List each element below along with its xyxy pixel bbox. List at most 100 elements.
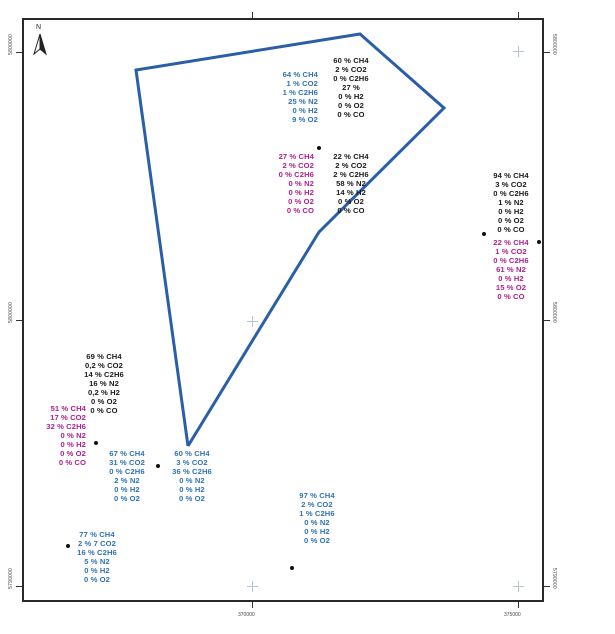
gas-value: 58 % N2 — [336, 179, 366, 188]
frame-tick — [544, 586, 550, 587]
gas-value: 0 % C2H6 — [333, 74, 369, 83]
gas-value: 1 % CO2 — [495, 247, 527, 256]
gas-value: 0 % H2 — [304, 527, 330, 536]
gas-value: 0 % H2 — [60, 440, 86, 449]
gas-value: 2 % CO2 — [282, 161, 314, 170]
sample-point[interactable] — [94, 441, 98, 445]
gas-value: 22 % CH4 — [493, 238, 529, 247]
gas-value: 0 % N2 — [304, 518, 330, 527]
boundary-line — [134, 32, 447, 447]
gas-value: 32 % C2H6 — [46, 422, 86, 431]
gas-value: 0 % CO — [337, 110, 365, 119]
sample-label: 60 % CH4 2 % CO2 0 % C2H6 27 % 0 % H2 0 % O2 0… — [318, 56, 384, 119]
sample-label: 97 % CH4 2 % CO2 1 % C2H6 0 % N2 0 % H2 0 % O… — [286, 491, 348, 545]
gas-value: 0 % C2H6 — [278, 170, 314, 179]
grid-cross — [513, 46, 524, 57]
gas-value: 0 % O2 — [338, 197, 364, 206]
gas-value: 0,2 % H2 — [87, 388, 121, 397]
gas-value: 0 % H2 — [114, 485, 140, 494]
frame-tick — [16, 320, 22, 321]
gas-value: 3 % CO2 — [176, 458, 208, 467]
gas-value: 36 % C2H6 — [172, 467, 212, 476]
sample-point[interactable] — [317, 146, 321, 150]
gas-value: 0 % O2 — [91, 397, 117, 406]
gas-value: 0 % O2 — [179, 494, 205, 503]
sample-point[interactable] — [537, 240, 541, 244]
coord-label-bottom: 370000 — [238, 612, 255, 618]
gas-value: 1 % C2H6 — [299, 509, 335, 518]
gas-value: 69 % CH4 — [86, 352, 122, 361]
gas-value: 2 % CO2 — [335, 161, 367, 170]
gas-value: 0 % H2 — [498, 207, 524, 216]
gas-value: 1 % C2H6 — [282, 88, 318, 97]
grid-cross — [513, 581, 524, 592]
gas-value: 94 % CH4 — [493, 171, 529, 180]
gas-value: 51 % CH4 — [50, 404, 86, 413]
gas-value: 17 % CO2 — [50, 413, 86, 422]
gas-value: 0 % O2 — [304, 536, 330, 545]
sample-label: 69 % CH4 0,2 % CO2 14 % C2H6 16 % N2 0,2 % H… — [72, 352, 136, 415]
coord-label-right: 5800000 — [551, 34, 557, 55]
sample-point[interactable] — [156, 464, 160, 468]
gas-value: 60 % CH4 — [333, 56, 369, 65]
gas-value: 0 % CO — [497, 225, 525, 234]
gas-value: 16 % C2H6 — [77, 548, 117, 557]
frame-tick — [544, 320, 550, 321]
gas-value: 2 % N2 — [114, 476, 140, 485]
sample-point[interactable] — [66, 544, 70, 548]
sample-label: 22 % CH4 2 % CO2 2 % C2H6 58 % N2 14 % H2 0 %… — [318, 152, 384, 215]
sample-point[interactable] — [482, 232, 486, 236]
coord-label-bottom: 375000 — [504, 612, 521, 618]
frame-tick — [518, 602, 519, 608]
gas-value: 0 % O2 — [338, 101, 364, 110]
gas-value: 15 % O2 — [495, 283, 527, 292]
gas-value: 0 % CO — [58, 458, 86, 467]
gas-value: 27 % CH4 — [278, 152, 314, 161]
gas-value: 1 % CO2 — [286, 79, 318, 88]
sample-label: 64 % CH4 1 % CO2 1 % C2H6 25 % N2 0 % H2 9 % … — [258, 70, 318, 124]
gas-value: 1 % N2 — [498, 198, 524, 207]
gas-value: 25 % N2 — [288, 97, 318, 106]
gas-value: 3 % CO2 — [495, 180, 527, 189]
gas-value: 14 % C2H6 — [84, 370, 124, 379]
gas-value: 0 % C2H6 — [109, 467, 145, 476]
frame-tick — [252, 12, 253, 18]
gas-value: 60 % CH4 — [174, 449, 210, 458]
gas-value: 0 % H2 — [179, 485, 205, 494]
gas-value: 97 % CH4 — [299, 491, 335, 500]
gas-value: 0 % C2H6 — [493, 189, 529, 198]
gas-value: 0 % CO — [497, 292, 525, 301]
frame-tick — [16, 52, 22, 53]
gas-value: 0 % H2 — [338, 92, 364, 101]
gas-value: 0 % CO — [90, 406, 118, 415]
gas-value: 0 % O2 — [288, 197, 314, 206]
frame-tick — [252, 602, 253, 608]
gas-value: 0 % N2 — [179, 476, 205, 485]
sample-point[interactable] — [290, 566, 294, 570]
gas-value: 61 % N2 — [496, 265, 526, 274]
sample-label: 67 % CH4 31 % CO2 0 % C2H6 2 % N2 0 % H2 0 % … — [96, 449, 158, 503]
gas-value: 67 % CH4 — [109, 449, 145, 458]
gas-value: 0 % CO — [337, 206, 365, 215]
sample-label: 51 % CH4 17 % CO2 32 % C2H6 0 % N2 0 % H2 0 %… — [26, 404, 86, 467]
gas-value: 27 % — [342, 83, 360, 92]
gas-value: 0 % O2 — [498, 216, 524, 225]
gas-value: 0 % N2 — [288, 179, 314, 188]
frame-tick — [16, 586, 22, 587]
gas-value: 0 % H2 — [288, 188, 314, 197]
coord-label-right: 5800000 — [551, 302, 557, 323]
sample-label: 27 % CH4 2 % CO2 0 % C2H6 0 % N2 0 % H2 0 % O… — [254, 152, 314, 215]
gas-value: 2 % C2H6 — [333, 170, 369, 179]
gas-value: 16 % N2 — [89, 379, 119, 388]
gas-value: 0 % CO — [286, 206, 314, 215]
map-frame — [22, 18, 544, 602]
sample-label: 60 % CH4 3 % CO2 36 % C2H6 0 % N2 0 % H2 0 % … — [161, 449, 223, 503]
gas-value: 0 % O2 — [114, 494, 140, 503]
coord-label-right: 5790000 — [551, 568, 557, 589]
gas-value: 0 % O2 — [84, 575, 110, 584]
north-arrow-icon — [33, 33, 47, 56]
gas-value: 2 % CO2 — [335, 65, 367, 74]
north-label: N — [36, 24, 42, 31]
gas-value: 0,2 % CO2 — [84, 361, 124, 370]
